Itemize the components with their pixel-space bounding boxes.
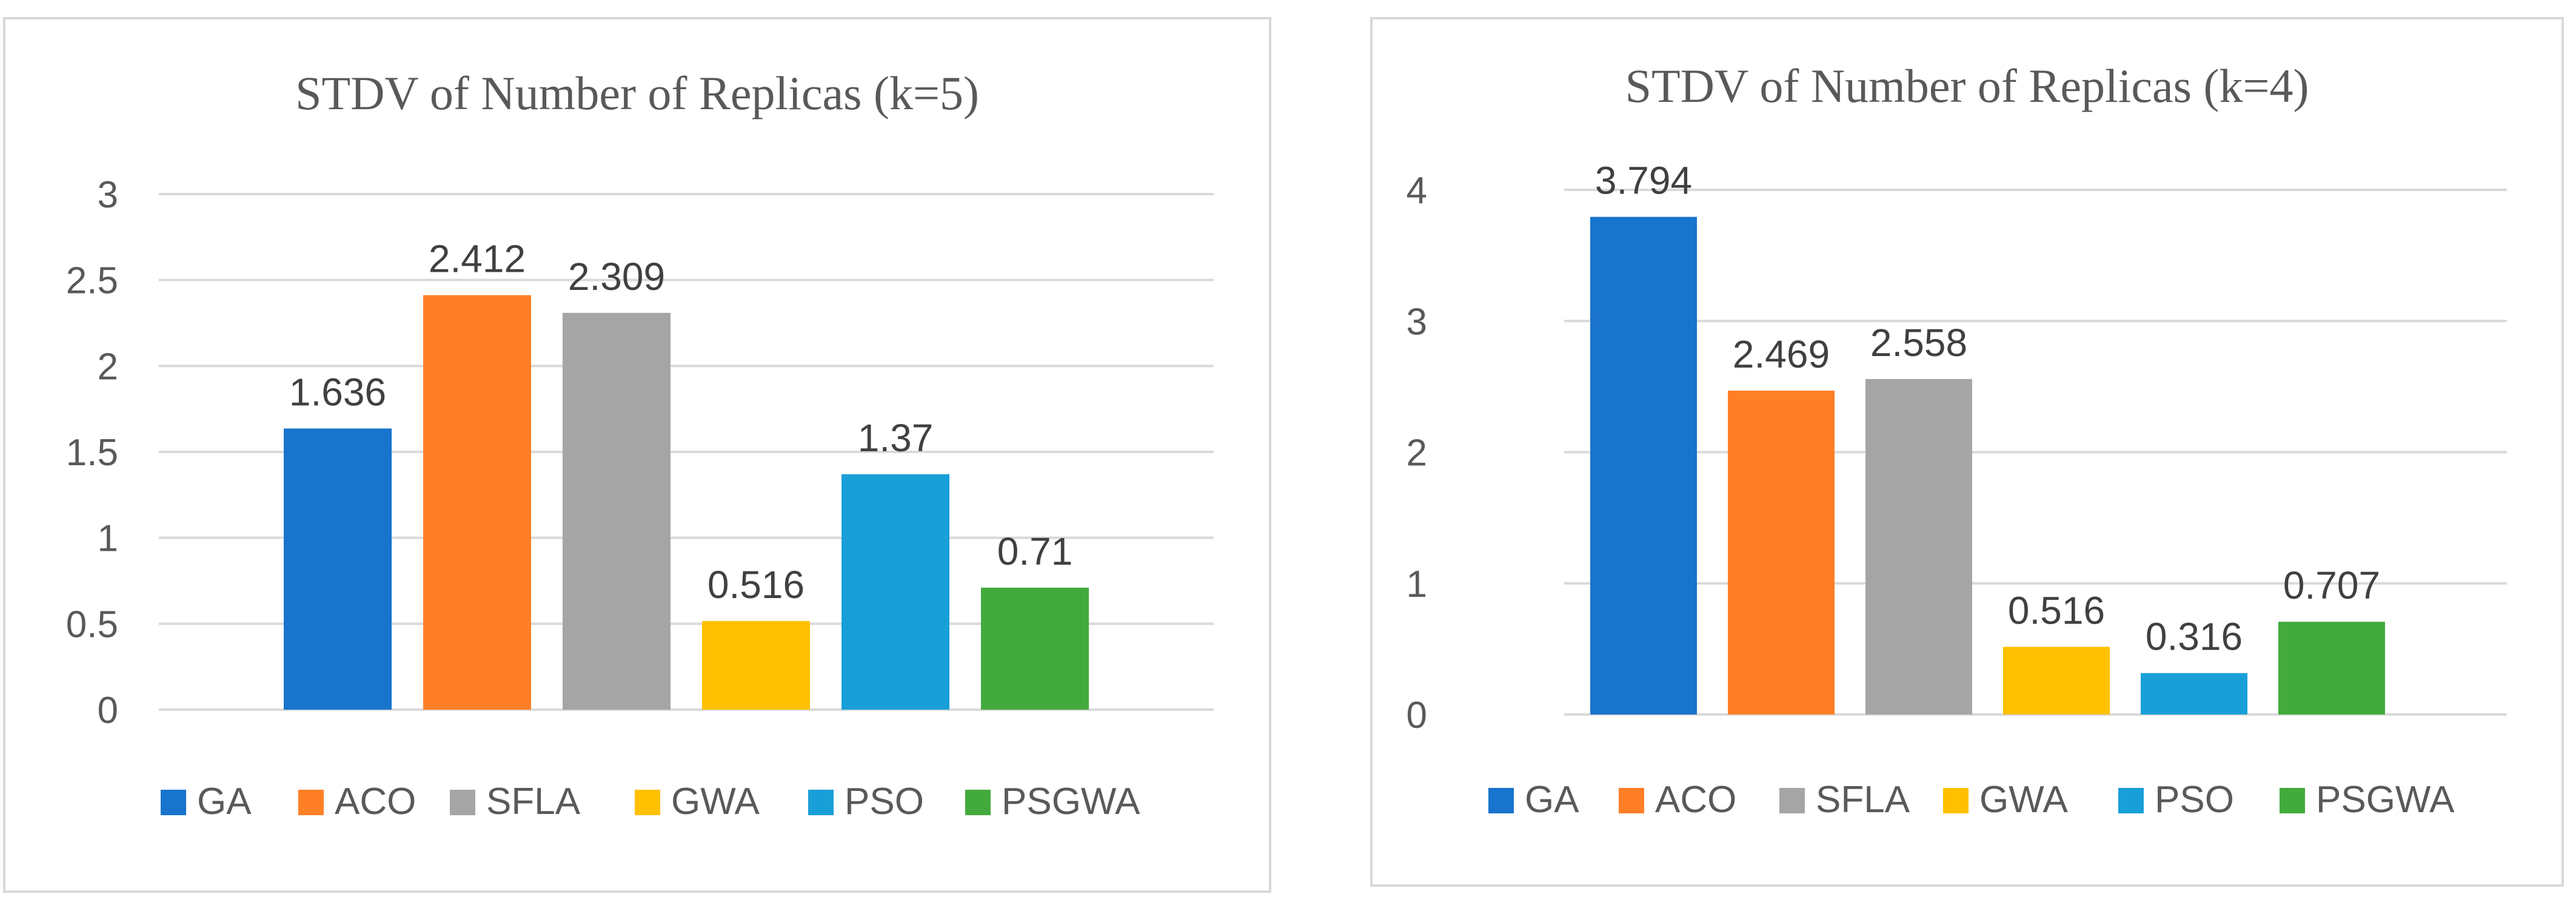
- data-label: 2.412: [429, 237, 526, 281]
- legend-swatch: [1488, 788, 1514, 813]
- chart-panel-k4: STDV of Number of Replicas (k=4) 0 1 2 3 4 3.7…: [1370, 17, 2564, 887]
- y-tick-label: 3: [98, 174, 118, 216]
- legend-swatch: [808, 790, 834, 815]
- legend-label: PSGWA: [1002, 781, 1140, 822]
- legend-swatch: [1779, 788, 1805, 813]
- y-tick-label: 4: [1407, 170, 1427, 212]
- data-label: 2.309: [568, 255, 665, 298]
- chart-panel-k5: STDV of Number of Replicas (k=5) 0 0.5 1 1.5…: [3, 17, 1271, 893]
- y-tick-label: 0: [1407, 694, 1427, 736]
- data-label: 0.316: [2146, 615, 2243, 659]
- y-tick-label: 3: [1407, 301, 1427, 343]
- chart-title: STDV of Number of Replicas (k=5): [295, 67, 979, 119]
- legend-label: GWA: [671, 781, 760, 822]
- y-tick-label: 2.5: [66, 260, 118, 302]
- legend-swatch: [298, 790, 324, 815]
- bar-sfla: [563, 312, 671, 710]
- y-tick-label: 1: [98, 518, 118, 560]
- legend-label: SFLA: [1816, 779, 1910, 821]
- legend-label: GA: [1525, 779, 1579, 821]
- y-tick-label: 1: [1407, 563, 1427, 605]
- data-label: 3.794: [1595, 159, 1692, 203]
- data-label: 2.558: [1870, 321, 1967, 365]
- legend-label: ACO: [335, 781, 416, 822]
- bar-aco: [423, 295, 531, 710]
- legend-swatch: [1619, 788, 1644, 813]
- bar-ga: [284, 428, 392, 710]
- bar-gwa: [702, 620, 810, 710]
- legend-label: PSO: [845, 781, 924, 822]
- legend-label: GWA: [1979, 779, 2068, 821]
- y-tick-label: 2: [1407, 432, 1427, 474]
- bar-aco: [1728, 391, 1835, 715]
- legend-swatch: [2280, 788, 2305, 813]
- bar-psgwa: [2278, 622, 2385, 715]
- data-label: 2.469: [1733, 332, 1830, 376]
- bar-pso: [841, 474, 949, 710]
- bar-ga: [1590, 217, 1697, 715]
- legend-label: ACO: [1655, 779, 1736, 821]
- legend-swatch: [2118, 788, 2144, 813]
- data-label: 1.636: [289, 370, 386, 414]
- bar-sfla: [1865, 378, 1972, 715]
- legend-swatch: [1943, 788, 1969, 813]
- data-label: 1.37: [858, 416, 934, 460]
- bar-pso: [2141, 673, 2247, 715]
- data-label: 0.516: [708, 563, 805, 607]
- chart-title: STDV of Number of Replicas (k=4): [1625, 59, 2309, 112]
- legend-swatch: [161, 790, 186, 815]
- y-tick-label: 0: [98, 690, 118, 731]
- y-tick-label: 0.5: [66, 604, 118, 645]
- legend-label: SFLA: [486, 781, 581, 822]
- y-tick-label: 2: [98, 346, 118, 388]
- data-label: 0.71: [997, 530, 1073, 573]
- bar-gwa: [2003, 647, 2110, 715]
- legend-label: PSGWA: [2316, 779, 2455, 821]
- legend-swatch: [965, 790, 991, 815]
- y-tick-label: 1.5: [66, 432, 118, 474]
- data-label: 0.516: [2008, 588, 2105, 632]
- legend-label: GA: [197, 781, 252, 822]
- bar-psgwa: [981, 587, 1089, 710]
- legend-swatch: [450, 790, 475, 815]
- data-label: 0.707: [2283, 563, 2380, 607]
- legend-swatch: [635, 790, 660, 815]
- legend-label: PSO: [2155, 779, 2234, 821]
